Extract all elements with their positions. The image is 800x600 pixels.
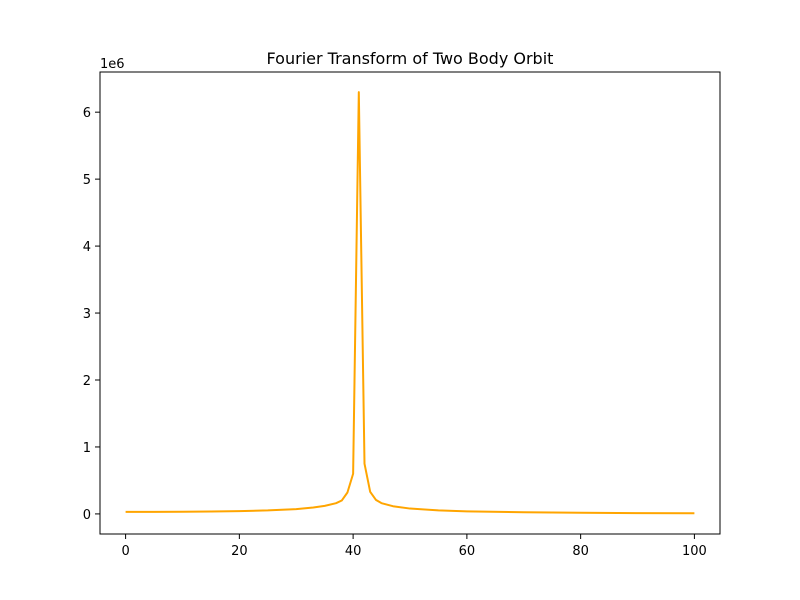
axes-frame xyxy=(99,71,721,535)
y-tick-label: 6 xyxy=(83,106,91,121)
y-tick-label: 3 xyxy=(83,307,91,322)
x-tick-label: 40 xyxy=(345,544,362,559)
y-tick-label: 2 xyxy=(83,374,91,389)
y-tick-label: 4 xyxy=(83,240,91,255)
y-tick-label: 5 xyxy=(83,173,91,188)
x-tick-label: 80 xyxy=(572,544,589,559)
x-tick-label: 60 xyxy=(459,544,476,559)
y-offset-label: 1e6 xyxy=(100,57,125,72)
chart-title: Fourier Transform of Two Body Orbit xyxy=(267,49,554,68)
series-line xyxy=(125,91,695,515)
x-tick-label: 100 xyxy=(682,544,707,559)
plot-area: 0 20 40 60 80 100 0 1 2 3 4 5 6 xyxy=(83,71,721,559)
y-tick-label: 1 xyxy=(83,441,91,456)
y-tick-label: 0 xyxy=(83,508,91,523)
x-tick-label: 0 xyxy=(121,544,129,559)
x-tick-label: 20 xyxy=(231,544,248,559)
